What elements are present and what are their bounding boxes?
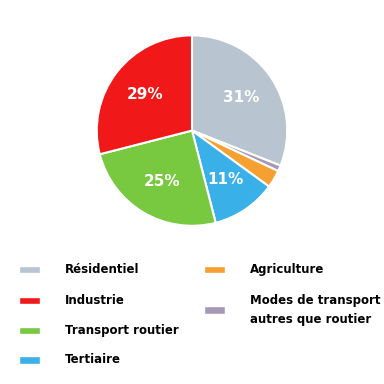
Text: Transport routier: Transport routier [65, 324, 179, 337]
Wedge shape [192, 131, 281, 171]
Wedge shape [97, 35, 192, 154]
Wedge shape [192, 131, 278, 187]
FancyBboxPatch shape [19, 297, 40, 305]
Text: Industrie: Industrie [65, 294, 125, 307]
FancyBboxPatch shape [19, 326, 40, 334]
Wedge shape [192, 35, 287, 166]
Text: Tertiaire: Tertiaire [65, 353, 121, 366]
FancyBboxPatch shape [19, 356, 40, 364]
Text: 11%: 11% [207, 172, 243, 187]
Wedge shape [192, 131, 269, 223]
Text: autres que routier: autres que routier [250, 313, 371, 326]
FancyBboxPatch shape [204, 306, 225, 314]
FancyBboxPatch shape [19, 266, 40, 273]
Text: Agriculture: Agriculture [250, 263, 324, 276]
Wedge shape [100, 131, 216, 226]
Text: 25%: 25% [144, 174, 180, 189]
Text: Résidentiel: Résidentiel [65, 263, 140, 276]
Text: 29%: 29% [127, 87, 164, 102]
FancyBboxPatch shape [204, 266, 225, 273]
Text: Modes de transport: Modes de transport [250, 294, 380, 307]
Text: 31%: 31% [223, 90, 259, 105]
